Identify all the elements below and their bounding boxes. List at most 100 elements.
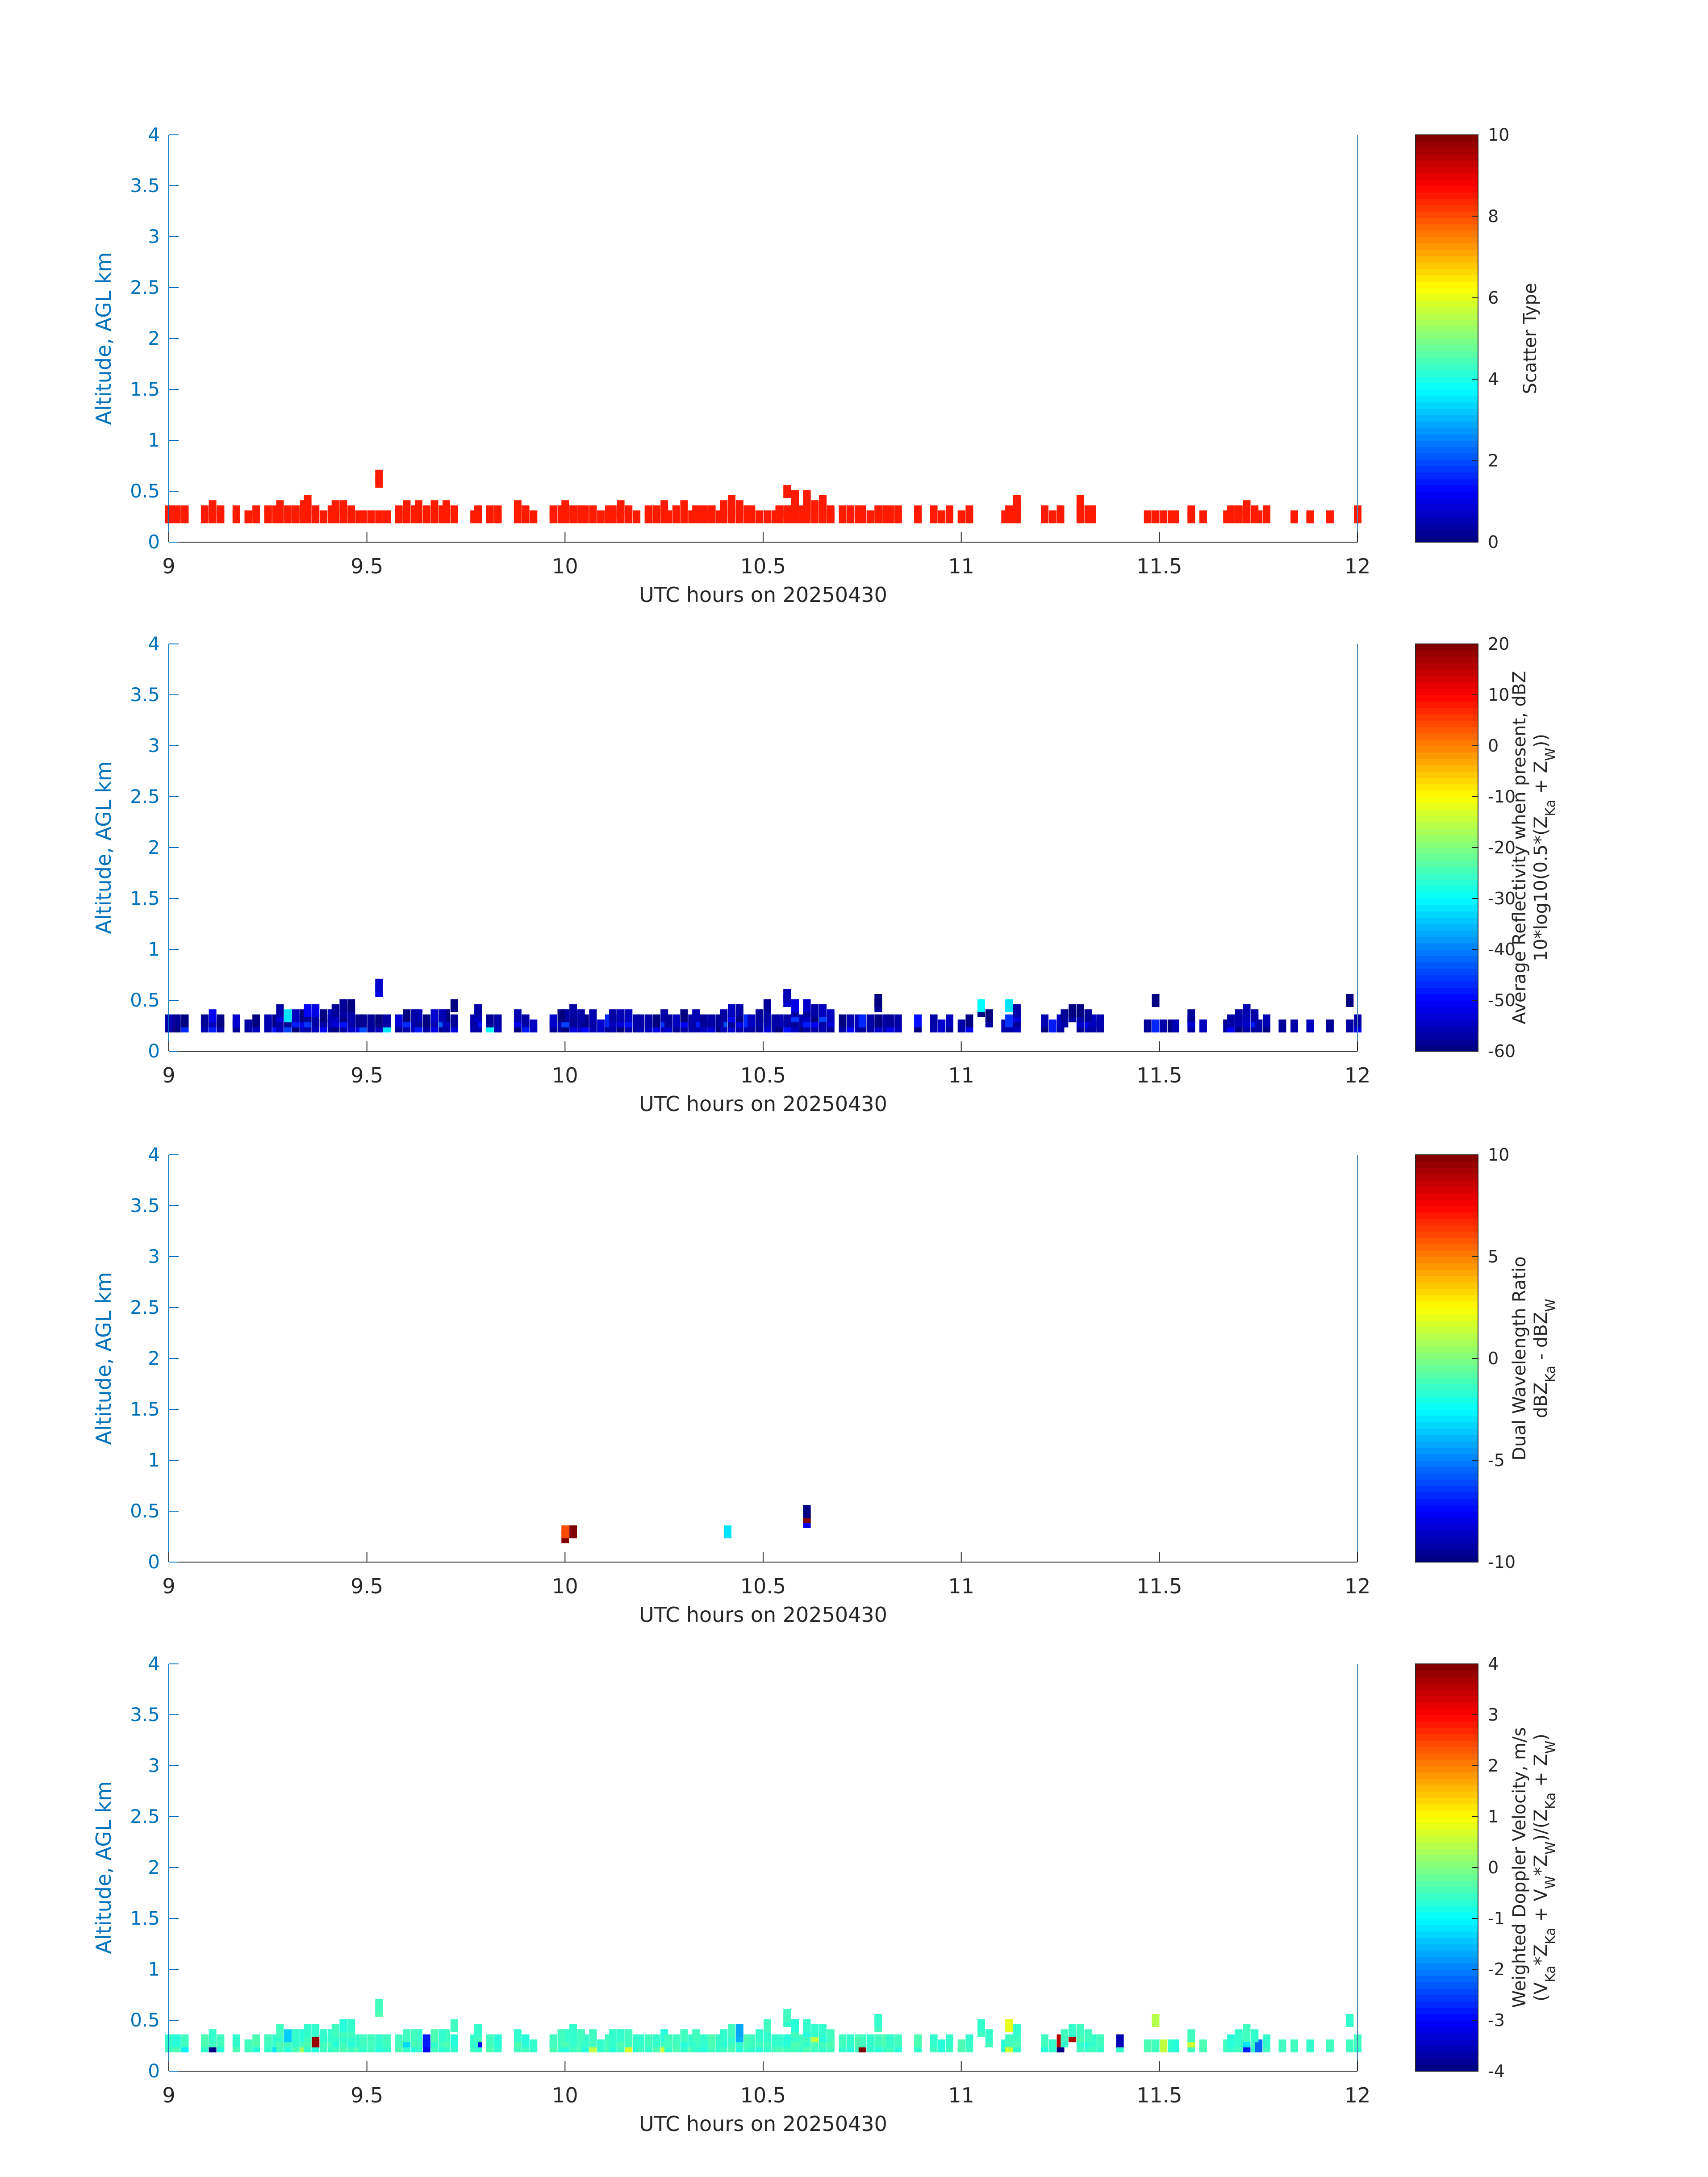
- heatmap-cell: [173, 2034, 181, 2047]
- heatmap-cell: [1144, 2039, 1152, 2052]
- heatmap-cell: [1235, 505, 1243, 518]
- x-tick-label: 11.5: [1136, 2083, 1182, 2107]
- heatmap-cell: [771, 1014, 779, 1028]
- y-axis-label: Altitude, AGL km: [92, 1781, 116, 1954]
- y-tick-label: 3: [148, 1755, 160, 1776]
- heatmap-cell: [716, 1014, 724, 1028]
- heatmap-cell: [577, 1009, 585, 1023]
- heatmap-cell: [312, 2024, 320, 2037]
- x-tick-label: 10.5: [740, 554, 786, 578]
- heatmap-cell: [839, 505, 847, 518]
- y-tick-label: 3: [148, 1245, 160, 1267]
- heatmap-cell: [276, 2024, 284, 2037]
- heatmap-cell: [957, 1020, 965, 1032]
- heatmap-cell: [664, 2034, 672, 2047]
- heatmap-cell: [1152, 1020, 1160, 1032]
- heatmap-cell: [312, 1014, 320, 1028]
- heatmap-cell: [589, 505, 597, 518]
- heatmap-cell: [320, 510, 328, 523]
- heatmap-cell: [597, 510, 605, 523]
- colorbar-frame: [1415, 134, 1478, 543]
- heatmap-cell: [1076, 1004, 1084, 1017]
- heatmap-cell: [930, 505, 938, 518]
- heatmap-cell: [1041, 1014, 1048, 1028]
- heatmap-cell: [827, 2029, 835, 2043]
- y-tick-label: 3.5: [130, 684, 160, 706]
- heatmap-cell: [874, 994, 882, 1007]
- heatmap-cell: [839, 1014, 847, 1028]
- heatmap-cell: [1160, 2039, 1168, 2052]
- heatmap-cell: [664, 1014, 672, 1028]
- heatmap-cell: [819, 1004, 827, 1017]
- heatmap-cell: [858, 1014, 866, 1028]
- heatmap-cell: [1346, 2039, 1354, 2052]
- heatmap-cell: [312, 1004, 320, 1017]
- heatmap-cell: [1013, 1004, 1021, 1017]
- y-tick-label: 1: [148, 429, 160, 451]
- x-tick-label: 10.5: [740, 2083, 786, 2107]
- heatmap-cell: [1069, 2024, 1077, 2037]
- heatmap-cell: [946, 505, 953, 518]
- colorbar-label: Scatter Type: [1520, 283, 1541, 394]
- colorbar-tick-label: -60: [1488, 1041, 1516, 1061]
- y-tick-label: 0: [148, 1040, 160, 1062]
- heatmap-cell: [264, 505, 272, 518]
- heatmap-cell: [264, 2034, 272, 2047]
- heatmap-cell: [530, 1020, 538, 1032]
- colorbar-label: Dual Wavelength Ratio: [1509, 1256, 1530, 1460]
- heatmap-cell: [1013, 2024, 1021, 2037]
- heatmap-cell: [672, 505, 680, 518]
- colorbar-label: dBZKa - dBZW: [1531, 1299, 1558, 1418]
- heatmap-cell: [252, 505, 260, 518]
- heatmap-cell: [359, 510, 367, 523]
- heatmap-cell: [803, 1505, 811, 1518]
- colorbar-tick-label: -30: [1488, 889, 1516, 908]
- heatmap-cell: [430, 1009, 438, 1023]
- y-tick-label: 4: [148, 1144, 160, 1166]
- heatmap-cell: [1048, 1020, 1057, 1032]
- heatmap-cell: [866, 2034, 874, 2047]
- heatmap-cell: [209, 500, 217, 514]
- heatmap-cell: [1057, 505, 1065, 518]
- heatmap-cell: [1227, 2034, 1235, 2047]
- heatmap-cell: [946, 1014, 953, 1028]
- heatmap-cell: [549, 505, 557, 518]
- heatmap-cell: [672, 2034, 680, 2047]
- heatmap-cell: [597, 1020, 605, 1032]
- y-tick-label: 4: [148, 124, 160, 146]
- y-tick-label: 2.5: [130, 1296, 160, 1318]
- heatmap-cell: [217, 505, 225, 518]
- heatmap-cell: [1346, 994, 1354, 1007]
- x-tick-label: 9: [162, 1063, 175, 1087]
- heatmap-cell: [1076, 2024, 1084, 2037]
- heatmap-cell: [819, 2024, 827, 2037]
- heatmap-cell: [1262, 505, 1270, 518]
- colorbar-label: Average Reflectivity when present, dBZ: [1509, 671, 1530, 1024]
- heatmap-cell: [244, 510, 252, 523]
- heatmap-cell: [597, 2039, 605, 2052]
- heatmap-cell: [609, 505, 617, 518]
- colorbar-tick-label: -2: [1488, 1960, 1505, 1979]
- heatmap-cell: [672, 1014, 680, 1028]
- heatmap-cell: [1255, 1020, 1263, 1032]
- heatmap-cell: [771, 2034, 779, 2047]
- x-tick-label: 9.5: [351, 1063, 383, 1087]
- heatmap-cell: [716, 2034, 724, 2047]
- heatmap-cell: [1013, 495, 1021, 508]
- x-tick-label: 11.5: [1136, 1574, 1182, 1598]
- heatmap-cell: [1005, 999, 1013, 1012]
- colorbar-label: (VKa*ZKa + VW*ZW)/(ZKa + ZW): [1531, 1734, 1558, 2002]
- heatmap-cell: [617, 500, 625, 514]
- colorbar-tick-label: -3: [1488, 2010, 1505, 2030]
- heatmap-cell: [181, 1014, 189, 1028]
- heatmap-cell: [783, 485, 791, 498]
- heatmap-cell: [320, 1009, 328, 1023]
- y-tick-label: 1: [148, 938, 160, 960]
- heatmap-cell: [748, 505, 756, 518]
- x-tick-label: 11.5: [1136, 554, 1182, 578]
- y-tick-label: 0: [148, 2060, 160, 2082]
- heatmap-cell: [1116, 2034, 1124, 2047]
- y-tick-label: 1.5: [130, 1907, 160, 1929]
